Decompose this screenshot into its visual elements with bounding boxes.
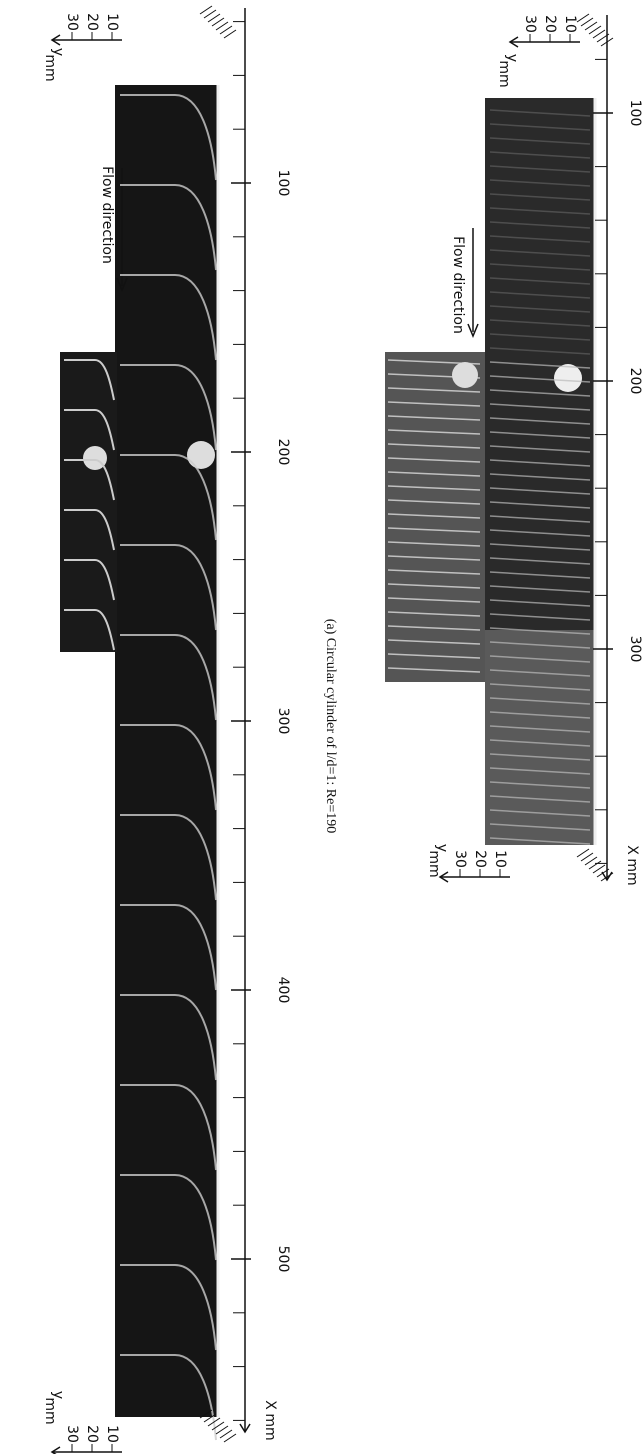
- flow-direction: Flow direction: [450, 236, 466, 334]
- x-tick-label: 300: [275, 708, 291, 735]
- hatch: [589, 26, 601, 34]
- y-tick-label: 10: [104, 13, 120, 31]
- y-tick-label: 30: [452, 850, 468, 868]
- cylinder: [452, 362, 478, 388]
- y-tick-label: 20: [472, 850, 488, 868]
- x-axis-label: X: [624, 845, 640, 855]
- hatch: [208, 14, 220, 22]
- hatch: [581, 853, 593, 861]
- hatch: [593, 30, 605, 38]
- cylinder: [554, 364, 582, 392]
- hatch: [200, 6, 212, 14]
- x-axis-label: X: [262, 1400, 278, 1410]
- y-tick-label: 20: [84, 13, 100, 31]
- x-tick-label: 400: [275, 977, 291, 1004]
- flow-direction: Flow direction: [99, 166, 115, 264]
- photo-inset: [60, 352, 117, 652]
- x-tick-label: 100: [627, 100, 643, 127]
- hatch: [220, 26, 232, 34]
- x-tick-label: 300: [627, 636, 643, 663]
- x-tick-label: 200: [275, 439, 291, 466]
- hatch: [585, 22, 597, 30]
- hatch: [589, 861, 601, 869]
- y-axis-unit: mm: [42, 1397, 58, 1424]
- y-tick-label: 10: [562, 15, 578, 33]
- hatch: [220, 1430, 232, 1438]
- y-axis-unit: mm: [426, 850, 442, 877]
- hatch: [581, 18, 593, 26]
- y-tick-label: 30: [64, 13, 80, 31]
- x-tick-label: 500: [275, 1246, 291, 1273]
- hatch: [216, 22, 228, 30]
- hatch: [593, 865, 605, 873]
- y-axis-unit: mm: [496, 60, 512, 87]
- cylinder: [187, 441, 215, 469]
- hatch: [224, 30, 236, 38]
- caption: (a) Circular cylinder of l/d=1: Re=190: [323, 619, 338, 833]
- y-tick-label: 20: [84, 1425, 100, 1443]
- figure: 100200300400500XmmFlow direction302010ym…: [0, 0, 644, 1454]
- hatch: [224, 1434, 236, 1442]
- hatch: [204, 10, 216, 18]
- y-tick-label: 30: [64, 1425, 80, 1443]
- y-axis-arrow: [52, 1447, 60, 1454]
- x-axis-unit: mm: [624, 858, 640, 885]
- hatch: [577, 849, 589, 857]
- y-axis-unit: mm: [42, 54, 58, 81]
- y-tick-label: 10: [104, 1425, 120, 1443]
- x-tick-label: 100: [275, 170, 291, 197]
- y-tick-label: 20: [542, 15, 558, 33]
- y-tick-label: 10: [492, 850, 508, 868]
- y-tick-label: 30: [522, 15, 538, 33]
- hatch: [216, 1426, 228, 1434]
- x-tick-label: 200: [627, 368, 643, 395]
- x-axis-unit: mm: [262, 1413, 278, 1440]
- hatch: [212, 18, 224, 26]
